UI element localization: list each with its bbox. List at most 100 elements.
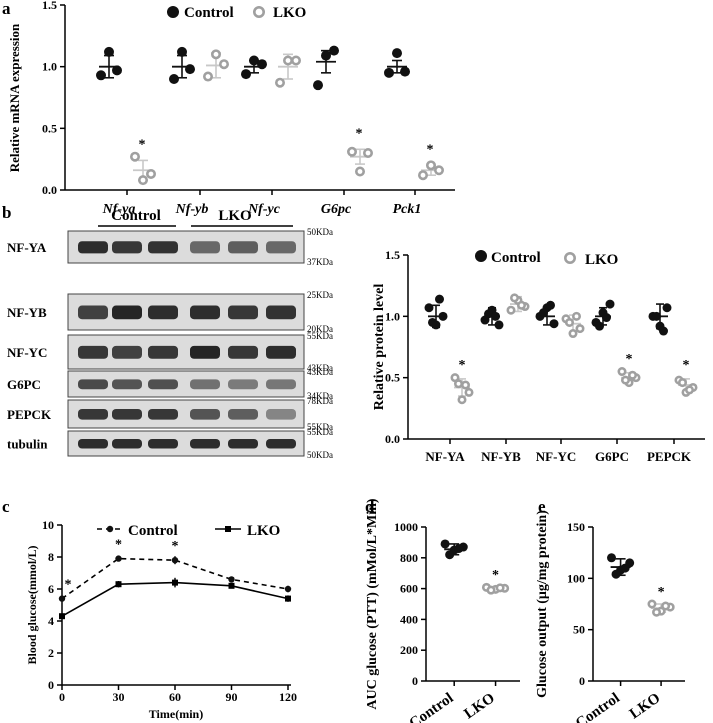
a-lko-point bbox=[417, 170, 428, 181]
blot-marker-lower: 34KDa bbox=[307, 391, 333, 401]
blot-band bbox=[112, 345, 142, 359]
a-control-point bbox=[321, 50, 331, 61]
b-y-tick-label: 1.0 bbox=[385, 309, 400, 323]
a-control-point bbox=[241, 69, 251, 80]
blot-band bbox=[148, 379, 178, 390]
b-legend-control-marker bbox=[475, 250, 487, 262]
c-y-tick-label: 0 bbox=[48, 678, 54, 692]
b-x-tick-label: NF-YB bbox=[481, 449, 521, 464]
b-lko-point bbox=[460, 380, 470, 390]
c-significance-star: * bbox=[115, 538, 122, 553]
a-lko-point bbox=[203, 71, 214, 82]
b-control-point bbox=[438, 311, 448, 321]
d-y-tick-label: 400 bbox=[400, 612, 418, 626]
a-lko-point bbox=[138, 175, 149, 186]
c-y-tick-label: 8 bbox=[48, 550, 54, 564]
a-control-point bbox=[169, 74, 179, 84]
b-legend-lko-label: LKO bbox=[585, 252, 618, 268]
a-x-tick-label: Nf-ya bbox=[102, 202, 136, 217]
d-x-tick-label: Control bbox=[407, 690, 457, 723]
b-control-point bbox=[652, 311, 661, 321]
blot-band bbox=[148, 439, 178, 449]
b-lko-point bbox=[677, 378, 687, 388]
c-y-tick-label: 4 bbox=[48, 614, 54, 628]
blot-marker-lower: 37KDa bbox=[307, 257, 333, 267]
blot-band bbox=[78, 439, 108, 449]
blot-row-label: NF-YC bbox=[7, 345, 47, 360]
c-y-tick-label: 10 bbox=[42, 518, 54, 532]
c-legend-lko-label: LKO bbox=[247, 523, 280, 539]
c-significance-star: * bbox=[65, 578, 72, 593]
blot-band bbox=[148, 241, 178, 254]
c-lko-point bbox=[115, 581, 122, 588]
b-lko-point bbox=[620, 375, 630, 385]
blot-row-label: G6PC bbox=[7, 377, 41, 392]
c-control-point bbox=[284, 585, 292, 593]
blot-band bbox=[78, 379, 108, 390]
a-control-point bbox=[313, 80, 323, 91]
c-control-line bbox=[61, 557, 289, 600]
b-control-point bbox=[494, 320, 504, 330]
a-control-point bbox=[257, 59, 267, 70]
a-x-tick-label: Nf-yb bbox=[175, 202, 209, 217]
c-lko-point bbox=[172, 579, 178, 586]
c-legend-lko-marker bbox=[225, 526, 231, 532]
chart-a-mrna: 0.0 0.5 1.0 1.5 Relative mRNA expression Nf-y… bbox=[7, 0, 455, 217]
chart-d-auc: 0 200 400 600 800 1000 AUC glucose (PTT) (mMol… bbox=[365, 498, 520, 723]
a-lko-point bbox=[346, 146, 357, 157]
a-legend-control-label: Control bbox=[184, 5, 234, 21]
blot-band bbox=[190, 379, 220, 390]
c-legend-control-marker bbox=[106, 525, 114, 533]
b-lko-point bbox=[453, 379, 463, 389]
blot-band bbox=[78, 408, 108, 420]
c-control-point bbox=[171, 557, 179, 564]
e-control-point bbox=[620, 563, 630, 573]
a-control-point bbox=[96, 70, 106, 81]
d-y-tick-label: 1000 bbox=[394, 520, 418, 534]
blot-band bbox=[112, 305, 142, 320]
chart-c-glucose-tolerance: 0 2 4 6 8 10 0 30 60 90 120 Time(min) Blood glucose(… bbox=[25, 518, 297, 721]
a-y-tick-label: 1.0 bbox=[42, 60, 57, 74]
d-y-tick-label: 0 bbox=[412, 674, 418, 688]
b-lko-point bbox=[450, 373, 460, 383]
e-lko-point bbox=[652, 607, 662, 617]
b-legend-lko-marker bbox=[563, 252, 576, 265]
a-legend-lko-label: LKO bbox=[273, 5, 306, 21]
d-y-tick-label: 200 bbox=[400, 643, 418, 657]
blot-band bbox=[148, 305, 178, 320]
blot-band bbox=[148, 408, 178, 420]
b-lko-point bbox=[617, 367, 627, 377]
c-lko-point bbox=[285, 595, 291, 602]
b-significance-star: * bbox=[683, 358, 690, 373]
a-lko-point bbox=[282, 55, 293, 66]
blot-band bbox=[148, 345, 178, 359]
c-y-tick-label: 2 bbox=[48, 646, 54, 660]
b-x-tick-label: PEPCK bbox=[647, 449, 692, 464]
blot-band bbox=[266, 241, 296, 254]
blot-band bbox=[112, 379, 142, 390]
d-control-point bbox=[454, 544, 464, 554]
d-control-point bbox=[440, 539, 450, 549]
blot-band bbox=[228, 305, 258, 320]
b-control-point bbox=[484, 309, 493, 319]
c-x-tick-label: 0 bbox=[59, 690, 65, 704]
a-x-tick-label: Nf-yc bbox=[247, 202, 281, 217]
blot-band bbox=[266, 345, 296, 359]
b-y-axis-title: Relative protein level bbox=[372, 284, 387, 411]
c-x-tick-label: 90 bbox=[226, 690, 238, 704]
blot-band bbox=[266, 408, 296, 420]
blot-band bbox=[266, 305, 296, 320]
d-y-tick-label: 600 bbox=[400, 582, 418, 596]
a-control-point bbox=[249, 55, 259, 66]
b-control-point bbox=[602, 313, 611, 323]
blot-marker-upper: 55KDa bbox=[307, 331, 333, 341]
e-x-tick-label: LKO bbox=[627, 690, 663, 722]
d-lko-point bbox=[486, 585, 496, 595]
blot-band bbox=[190, 439, 220, 449]
blot-row-label: NF-YB bbox=[7, 305, 47, 320]
chart-e-glucose-output: 0 50 100 150 Glucose output (μg/mg protein) C… bbox=[535, 510, 685, 723]
a-y-tick-label: 1.5 bbox=[42, 0, 57, 12]
a-control-point bbox=[112, 65, 122, 76]
d-y-tick-label: 800 bbox=[400, 551, 418, 565]
